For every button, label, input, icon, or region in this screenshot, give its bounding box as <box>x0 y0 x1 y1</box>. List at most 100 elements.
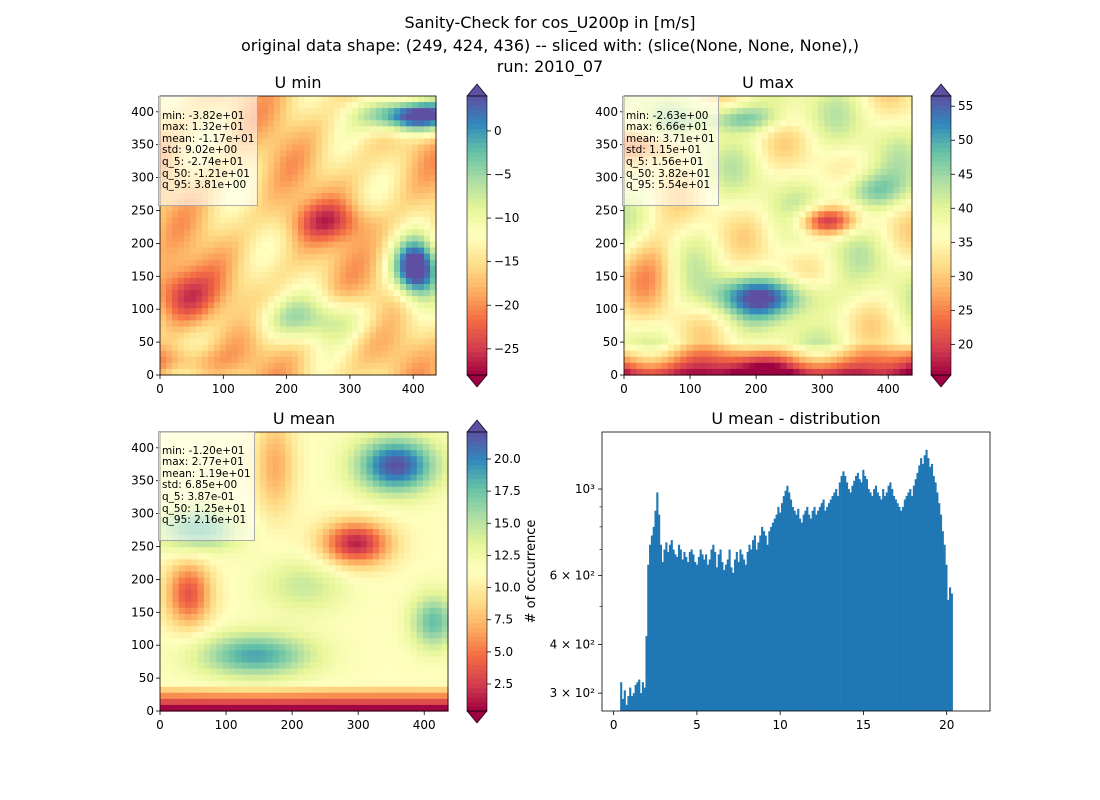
heatmap-cell <box>372 492 380 500</box>
heatmap-cell <box>905 120 913 127</box>
heatmap-cell <box>166 241 173 249</box>
heatmap-cell <box>886 108 894 115</box>
heatmap-cell <box>755 326 763 334</box>
heatmap-cell <box>208 241 215 249</box>
heatmap-cell <box>780 217 788 224</box>
heatmap-cell <box>724 156 732 164</box>
heatmap-cell <box>268 96 275 103</box>
heatmap-cell <box>360 474 368 482</box>
heatmap-cell <box>304 102 311 109</box>
heatmap-cell <box>334 320 341 328</box>
heatmap-cell <box>316 168 323 176</box>
heatmap-cell <box>811 114 819 121</box>
heatmap-cell <box>818 174 825 182</box>
heatmap-cell <box>382 180 389 188</box>
heatmap-cell <box>429 444 437 451</box>
heatmap-cell <box>250 265 257 273</box>
heatmap-cell <box>244 247 251 255</box>
heatmap-cell <box>692 241 700 249</box>
heatmap-cell <box>400 338 407 346</box>
heatmap-cell <box>761 265 769 273</box>
heatmap-cell <box>334 302 341 309</box>
heatmap-cell <box>400 132 407 140</box>
heatmap-cell <box>424 368 431 376</box>
heatmap-cell <box>298 150 305 158</box>
heatmap-cell <box>893 114 901 121</box>
heatmap-cell <box>680 320 688 328</box>
heatmap-cell <box>799 344 807 352</box>
heatmap-cell <box>190 338 197 346</box>
heatmap-cell <box>786 156 794 164</box>
heatmap-cell <box>799 108 807 115</box>
heatmap-cell <box>347 438 355 445</box>
heatmap-cell <box>340 96 347 103</box>
heatmap-cell <box>412 247 419 255</box>
heatmap-cell <box>244 332 251 340</box>
heatmap-cell <box>680 350 688 358</box>
heatmap-cell <box>717 362 725 370</box>
heatmap-cell <box>382 199 389 206</box>
heatmap-cell <box>880 138 888 146</box>
heatmap-cell <box>893 253 901 261</box>
heatmap-cell <box>298 138 305 146</box>
heatmap-cell <box>292 144 299 152</box>
heatmap-cell <box>843 296 850 303</box>
heatmap-cell <box>334 271 341 279</box>
heatmap-cell <box>382 265 389 273</box>
heatmap-cell <box>730 102 738 109</box>
heatmap-cell <box>208 368 215 376</box>
heatmap-cell <box>636 229 644 237</box>
heatmap-cell <box>220 296 227 303</box>
heatmap-cell <box>328 108 335 115</box>
heatmap-cell <box>412 320 419 328</box>
heatmap-cell <box>849 368 857 376</box>
heatmap-cell <box>868 320 876 328</box>
heatmap-cell <box>354 438 361 445</box>
heatmap-cell <box>874 120 882 127</box>
heatmap-cell <box>880 114 888 121</box>
heatmap-cell <box>360 432 368 439</box>
heatmap-cell <box>292 223 299 231</box>
panel-title: U min <box>275 73 322 92</box>
heatmap-cell <box>364 302 371 309</box>
heatmap-cell <box>780 356 788 364</box>
colorbar-cell <box>467 156 487 162</box>
heatmap-cell <box>341 480 349 488</box>
heatmap-cell <box>893 108 901 115</box>
heatmap-cell <box>322 265 329 273</box>
heatmap-cell <box>861 296 869 303</box>
heatmap-cell <box>278 444 286 451</box>
heatmap-cell <box>316 253 323 261</box>
heatmap-cell <box>424 302 431 309</box>
heatmap-cell <box>310 314 317 322</box>
heatmap-cell <box>430 235 437 243</box>
heatmap-cell <box>874 338 882 346</box>
heatmap-cell <box>424 144 431 152</box>
heatmap-cell <box>214 320 221 328</box>
heatmap-cell <box>424 132 431 140</box>
heatmap-cell <box>400 120 407 127</box>
heatmap-cell <box>836 120 844 127</box>
heatmap-cell <box>341 450 349 457</box>
heatmap-cell <box>328 193 335 200</box>
heatmap-cell <box>780 241 788 249</box>
heatmap-cell <box>874 241 882 249</box>
heatmap-cell <box>793 156 800 164</box>
heatmap-cell <box>394 241 401 249</box>
heatmap-cell <box>340 120 347 127</box>
heatmap-cell <box>855 302 863 309</box>
heatmap-cell <box>238 344 245 352</box>
heatmap-cell <box>642 265 650 273</box>
heatmap-cell <box>160 284 167 291</box>
heatmap-cell <box>742 180 750 188</box>
heatmap-cell <box>642 211 650 218</box>
heatmap-cell <box>824 180 832 188</box>
y-tick-label: 0 <box>146 368 154 382</box>
heatmap-cell <box>352 168 359 176</box>
heatmap-cell <box>268 199 275 206</box>
heatmap-cell <box>376 193 383 200</box>
heatmap-cell <box>388 229 395 237</box>
heatmap-cell <box>755 356 763 364</box>
heatmap-cell <box>855 308 863 315</box>
heatmap-cell <box>435 432 443 439</box>
